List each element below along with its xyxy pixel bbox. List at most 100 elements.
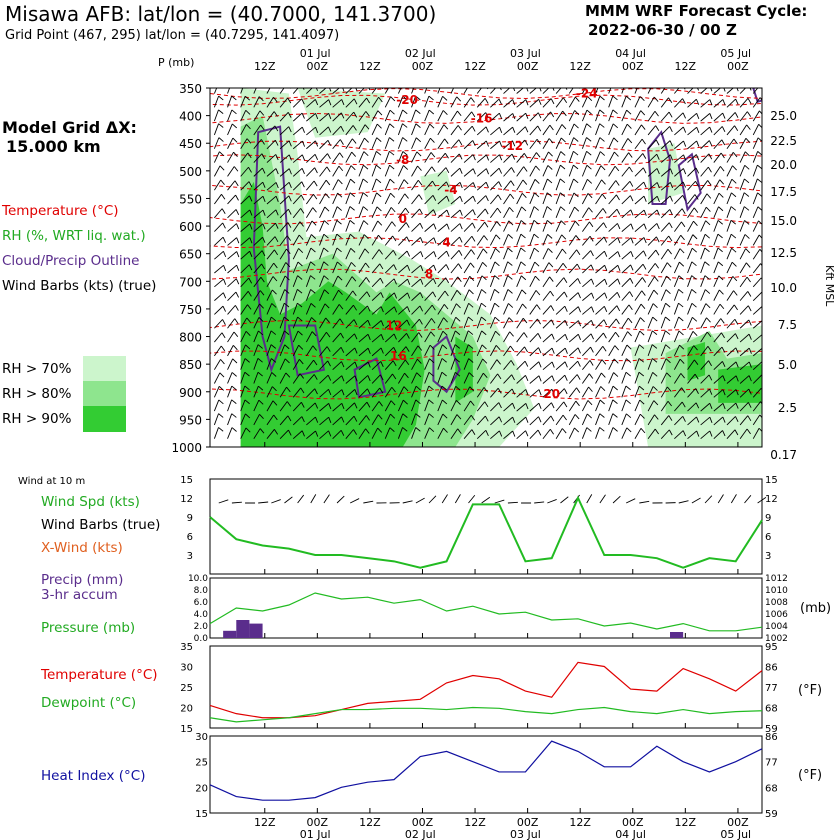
rh90-swatch xyxy=(83,406,126,432)
wind-barb-staff xyxy=(345,361,356,371)
wind-barb-staff xyxy=(227,345,234,357)
wind-barb-flag xyxy=(362,206,369,211)
wind-barb-staff xyxy=(253,276,262,288)
wind-barb-staff xyxy=(463,400,471,412)
wind-barb-flag xyxy=(735,389,739,396)
surface-wind-barb xyxy=(678,500,689,504)
wind-barb-staff xyxy=(227,237,237,246)
wind-barb-staff xyxy=(529,165,537,177)
wind-barb-staff xyxy=(713,403,724,412)
wind-barb-flag xyxy=(719,303,725,310)
wind-barb-flag xyxy=(470,249,475,255)
wind-barb-staff xyxy=(476,358,484,370)
wind-barb-flag xyxy=(313,359,318,366)
wind-barb-staff xyxy=(253,236,263,246)
wind-barb-staff xyxy=(503,402,513,412)
wind-barb-staff xyxy=(371,320,382,329)
wind-barb-flag xyxy=(612,413,618,418)
temperature-label: 4 xyxy=(442,236,450,250)
wind-barb-staff xyxy=(739,388,750,398)
wind-barb-flag xyxy=(681,221,686,228)
rh90-label: RH > 90% xyxy=(2,411,72,427)
wind-barb-staff xyxy=(424,413,430,426)
wind-barb-flag xyxy=(351,151,357,157)
wind-barb-flag xyxy=(499,127,503,133)
wind-barb-flag xyxy=(735,361,739,368)
wind-barb-staff xyxy=(542,333,553,343)
wind-barb-flag xyxy=(603,236,608,243)
wind-barb-flag xyxy=(446,237,450,244)
wind-barb-staff xyxy=(752,401,761,412)
wind-barb-staff xyxy=(332,416,342,426)
wind-barb-flag xyxy=(302,140,306,147)
wind-barb-flag xyxy=(642,167,647,174)
wind-barb-staff xyxy=(568,110,576,122)
wind-barb-staff xyxy=(397,123,403,136)
wind-barb-flag xyxy=(455,330,461,336)
wind-barb-flag xyxy=(444,290,449,297)
surface-wind-barb xyxy=(231,501,242,504)
wind-barb-staff xyxy=(240,96,246,108)
wind-barb-flag xyxy=(430,137,435,143)
wind-barb-staff xyxy=(555,277,565,288)
wind-barb-staff xyxy=(279,386,287,398)
wind-barb-staff xyxy=(213,123,220,136)
wind-barb-flag xyxy=(392,360,397,367)
wind-barb-flag xyxy=(353,416,358,422)
wind-barb-flag xyxy=(415,413,421,418)
surface-wind-barb xyxy=(586,494,593,504)
wind-barb-staff xyxy=(568,151,574,163)
wind-barb-staff xyxy=(371,347,382,357)
wind-barb-flag xyxy=(749,88,752,91)
wind-barb-staff xyxy=(424,291,434,301)
wind-barb-flag xyxy=(615,331,620,338)
surface-wind-barb xyxy=(218,499,229,504)
wind-barb-flag xyxy=(456,414,462,420)
wind-barb-flag xyxy=(652,372,658,377)
wind-barb-staff xyxy=(240,413,246,426)
wind-barb-staff xyxy=(424,152,432,163)
wind-barb-flag xyxy=(548,138,554,144)
wind-barb-staff xyxy=(450,153,460,163)
wind-barb-flag xyxy=(507,261,513,266)
wind-barb-staff xyxy=(608,237,619,246)
wind-barb-flag xyxy=(325,193,330,199)
wind-barb-flag xyxy=(601,359,607,365)
wind-barb-staff xyxy=(292,88,299,94)
surface-wind-barb xyxy=(323,494,330,504)
wind-barb-staff xyxy=(726,290,734,301)
wind-barb-flag xyxy=(575,96,580,102)
wind-barb-flag xyxy=(616,194,620,201)
wind-barb-flag xyxy=(468,289,474,295)
wind-barb-staff xyxy=(726,98,736,108)
wind-barb-staff xyxy=(503,99,513,108)
wind-barb-flag xyxy=(432,180,436,187)
wind-barb-staff xyxy=(621,95,627,108)
wind-barb-staff xyxy=(660,235,670,246)
wind-barb-staff xyxy=(450,223,461,232)
wind-barb-staff xyxy=(411,372,418,384)
wind-barb-staff xyxy=(384,221,393,232)
wind-barb-staff xyxy=(384,137,390,149)
wind-barb-staff xyxy=(542,98,552,108)
wind-barb-staff xyxy=(581,400,589,412)
wind-barb-staff xyxy=(411,305,421,315)
bottom-date-label: 04 Jul xyxy=(615,828,646,840)
wind-barb-flag xyxy=(652,316,658,322)
wind-barb-flag xyxy=(707,166,712,173)
wind-barb-flag xyxy=(416,151,422,157)
label-temperature: Temperature (°C) xyxy=(41,667,158,683)
wind-barb-staff xyxy=(726,152,734,163)
wind-barb-flag xyxy=(668,415,673,421)
bottom-time-label: 12Z xyxy=(254,816,276,829)
legend-temperature: Temperature (°C) xyxy=(2,203,119,219)
wind-barb-flag xyxy=(286,386,291,393)
wind-barb-flag xyxy=(588,386,593,392)
wind-barb-flag xyxy=(604,251,608,257)
wind-barb-staff xyxy=(713,361,723,371)
wind-barb-flag xyxy=(722,430,726,437)
wind-barb-flag xyxy=(297,261,303,267)
wind-barb-staff xyxy=(726,88,734,94)
wind-barb-staff xyxy=(463,386,471,398)
wind-barb-flag xyxy=(312,345,317,351)
